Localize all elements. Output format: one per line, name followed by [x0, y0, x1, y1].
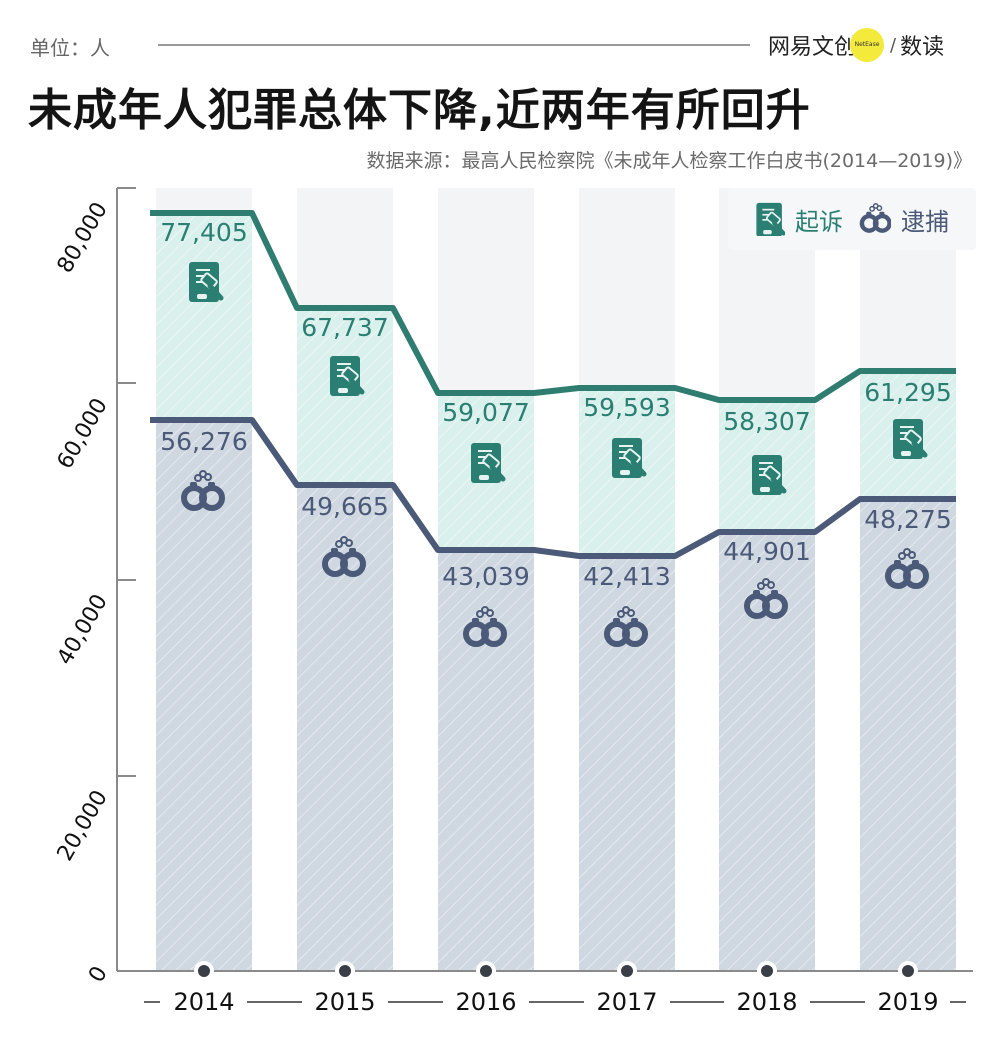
- arrest-value-2017: 42,413: [583, 562, 671, 591]
- legend-item-prosecution: 起诉: [755, 202, 843, 237]
- x-tick-2018: 2018: [736, 988, 798, 1016]
- data-source: 数据来源：最高人民检察院《未成年人检察工作白皮书(2014—2019)》: [366, 150, 972, 172]
- x-axis-dots: [194, 961, 918, 981]
- prosecution-value-2017: 59,593: [583, 393, 671, 422]
- prosecution-value-2016: 59,077: [442, 398, 530, 427]
- legend-item-arrest: 逮捕: [859, 202, 949, 237]
- x-tick-2019: 2019: [877, 988, 939, 1016]
- arrest-value-2016: 43,039: [442, 562, 530, 591]
- gavel-document-icon: [755, 202, 785, 236]
- legend-label-prosecution: 起诉: [795, 207, 843, 236]
- prosecution-value-2014: 77,405: [160, 218, 248, 247]
- prosecution-value-2019: 61,295: [864, 378, 952, 407]
- prosecution-line: [150, 210, 956, 403]
- brand-slash: /: [890, 34, 897, 56]
- chart-title: 未成年人犯罪总体下降,近两年有所回升: [28, 85, 811, 136]
- legend-label-arrest: 逮捕: [901, 207, 949, 236]
- arrest-value-2015: 49,665: [301, 492, 389, 521]
- arrest-bars: [156, 420, 956, 971]
- handcuffs-icon: [859, 203, 891, 235]
- arrest-value-2014: 56,276: [160, 427, 248, 456]
- hatch-overlay: [156, 213, 956, 971]
- unit-label: 单位：人: [30, 36, 110, 60]
- y-axis: [116, 187, 136, 971]
- arrest-value-2018: 44,901: [723, 537, 811, 566]
- brand-left: 网易文创: [768, 35, 857, 60]
- top-rule: [158, 44, 750, 46]
- prosecution-value-2015: 67,737: [301, 313, 389, 342]
- brand-right: 数读: [900, 35, 945, 60]
- background-columns: [156, 188, 956, 971]
- legend: 起诉 逮捕: [728, 188, 976, 250]
- arrest-value-2019: 48,275: [864, 505, 952, 534]
- x-tick-2014: 2014: [173, 988, 235, 1016]
- brand-logo: 网易文创 NetEase / 数读: [768, 28, 944, 62]
- brand-badge: NetEase: [850, 28, 885, 62]
- x-tick-2015: 2015: [314, 988, 376, 1016]
- prosecution-value-2018: 58,307: [723, 407, 811, 436]
- prosecution-bars: [156, 213, 956, 971]
- arrest-line: [150, 417, 956, 559]
- x-tick-2016: 2016: [455, 988, 517, 1016]
- x-tick-2017: 2017: [596, 988, 658, 1016]
